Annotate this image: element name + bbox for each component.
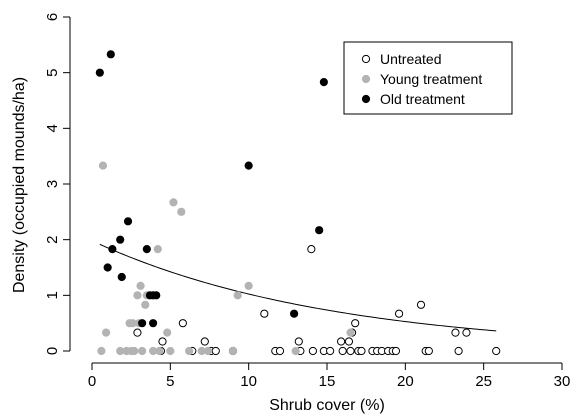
point-untreated: [178, 319, 187, 328]
x-axis-title: Shrub cover (%): [269, 397, 385, 414]
point-untreated: [326, 346, 335, 356]
point-old-treatment: [149, 319, 158, 328]
y-tick-label: 5: [44, 68, 61, 76]
point-young-treatment: [185, 346, 194, 356]
x-tick-label: 15: [319, 373, 336, 390]
point-old-treatment: [123, 217, 133, 226]
point-untreated: [308, 346, 317, 356]
legend-marker-young-treatment: [361, 74, 371, 84]
point-untreated: [344, 337, 354, 346]
point-untreated: [462, 328, 471, 337]
legend-marker-old-treatment: [361, 94, 371, 104]
point-young-treatment: [141, 300, 150, 309]
x-tick-label: 25: [475, 373, 492, 390]
y-tick-label: 2: [44, 235, 61, 243]
y-tick-label: 3: [44, 180, 61, 188]
point-untreated: [492, 346, 501, 356]
point-old-treatment: [152, 291, 161, 300]
legend-box: [343, 41, 513, 115]
series-untreated: [133, 245, 501, 356]
point-young-treatment: [97, 346, 106, 356]
point-young-treatment: [138, 346, 147, 356]
point-young-treatment: [98, 161, 108, 170]
point-old-treatment: [315, 226, 324, 235]
x-tick-label: 10: [240, 373, 257, 390]
point-untreated: [158, 337, 167, 346]
point-untreated: [416, 300, 426, 309]
point-young-treatment: [130, 346, 139, 356]
point-old-treatment: [106, 50, 115, 59]
point-untreated: [294, 337, 303, 346]
point-young-treatment: [346, 328, 355, 337]
legend-marker-untreated: [361, 54, 371, 64]
point-old-treatment: [95, 68, 104, 77]
point-young-treatment: [133, 291, 142, 300]
point-untreated: [211, 346, 220, 356]
point-old-treatment: [116, 235, 125, 244]
point-untreated: [394, 309, 404, 318]
data-points: [95, 50, 501, 356]
point-young-treatment: [163, 328, 172, 337]
legend: Untreated Young treatment Old treatment: [343, 41, 513, 115]
point-young-treatment: [228, 346, 238, 356]
point-young-treatment: [291, 346, 300, 356]
point-untreated: [351, 319, 360, 328]
point-untreated: [357, 346, 366, 356]
x-tick-label: 5: [166, 373, 174, 390]
point-untreated: [133, 328, 142, 337]
point-old-treatment: [103, 263, 112, 272]
point-untreated: [275, 346, 285, 356]
point-old-treatment: [117, 272, 126, 282]
point-young-treatment: [155, 346, 164, 356]
point-young-treatment: [244, 281, 253, 290]
point-old-treatment: [244, 161, 253, 170]
point-old-treatment: [138, 319, 147, 328]
fitted-curve: [99, 243, 497, 332]
y-tick-label: 6: [44, 13, 61, 21]
legend-label-untreated: Untreated: [380, 51, 441, 67]
series-old-treatment: [95, 50, 328, 328]
point-young-treatment: [136, 281, 145, 290]
y-axis-title: Density (occupied mounds/ha): [11, 77, 28, 293]
point-old-treatment: [290, 309, 299, 318]
point-untreated: [260, 309, 269, 318]
y-axis-ticks: 0 1 2 3 4 5 6: [44, 13, 70, 355]
point-untreated: [451, 328, 460, 337]
point-untreated: [424, 346, 433, 356]
point-untreated: [338, 346, 347, 356]
y-tick-label: 4: [44, 124, 61, 132]
plot-area: 0 5 10 15 20 25 30 0 1 2 3 4 5 6: [44, 13, 570, 390]
point-young-treatment: [166, 346, 175, 356]
point-young-treatment: [102, 328, 111, 337]
point-old-treatment: [142, 245, 151, 254]
point-old-treatment: [319, 78, 328, 87]
point-untreated: [337, 337, 346, 346]
x-tick-label: 0: [88, 373, 96, 390]
point-young-treatment: [153, 245, 162, 254]
point-untreated: [391, 346, 401, 356]
point-young-treatment: [177, 207, 186, 216]
series-young-treatment: [97, 161, 355, 356]
x-tick-label: 30: [554, 373, 571, 390]
y-tick-label: 1: [44, 291, 61, 299]
legend-label-old-treatment: Old treatment: [380, 91, 465, 107]
point-untreated: [346, 346, 355, 356]
legend-label-young-treatment: Young treatment: [380, 71, 482, 87]
point-old-treatment: [108, 245, 117, 254]
y-tick-label: 0: [44, 347, 61, 355]
point-untreated: [454, 346, 463, 356]
point-untreated: [307, 245, 316, 254]
point-young-treatment: [203, 346, 213, 356]
point-untreated: [200, 337, 209, 346]
x-tick-label: 20: [397, 373, 414, 390]
x-axis-ticks: 0 5 10 15 20 25 30: [88, 363, 571, 390]
point-young-treatment: [169, 198, 178, 207]
point-young-treatment: [233, 291, 242, 300]
